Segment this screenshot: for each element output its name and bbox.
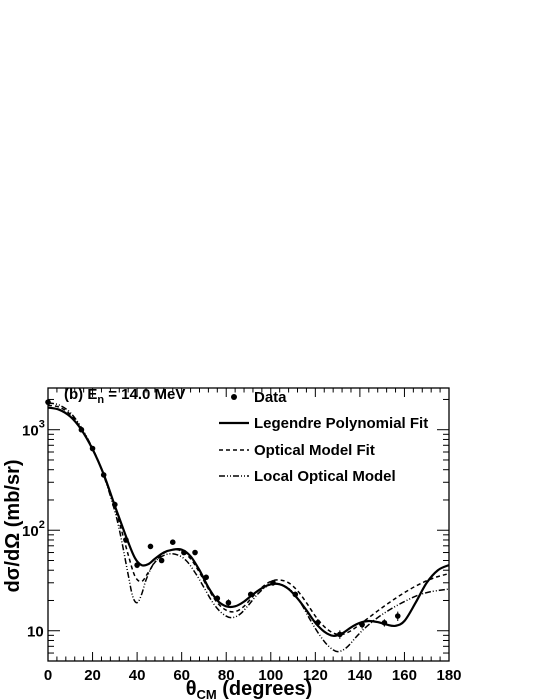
data-point <box>78 426 85 433</box>
x-tick-label: 40 <box>129 667 146 684</box>
legend-entry: Legendre Polynomial Fit <box>219 415 428 432</box>
data-point <box>134 562 140 569</box>
x-tick-label: 120 <box>303 667 328 684</box>
data-marker <box>394 613 401 619</box>
data-marker <box>270 579 276 586</box>
x-axis-label-sub: CM <box>197 687 217 699</box>
data-marker <box>134 562 140 568</box>
data-marker <box>292 591 299 598</box>
legend: Data Legendre Polynomial Fit Optical Model… <box>219 389 428 485</box>
legend-entry: Local Optical Model <box>219 468 396 485</box>
x-tick-label: 100 <box>258 667 283 684</box>
annotation-tail: = 14.0 MeV <box>104 386 185 403</box>
data-marker <box>381 619 388 626</box>
data-marker <box>203 574 209 581</box>
data-point <box>270 579 276 586</box>
x-tick-label: 160 <box>392 667 417 684</box>
legend-label: Legendre Polynomial Fit <box>254 415 428 432</box>
legend-label: Local Optical Model <box>254 468 396 485</box>
x-axis-label: θCM (degrees) <box>186 678 313 699</box>
data-point <box>112 501 118 508</box>
data-point <box>123 537 129 543</box>
data-marker <box>78 426 85 433</box>
data-marker <box>214 595 221 602</box>
legend-label: Data <box>254 389 287 406</box>
legend-marker <box>231 394 237 400</box>
data-point <box>214 595 221 602</box>
data-point <box>292 591 299 598</box>
series-line-optical-model-fit <box>48 404 449 636</box>
data-marker <box>247 591 254 598</box>
data-marker <box>158 557 165 564</box>
series-line-local-optical-model <box>48 402 449 653</box>
data-point <box>169 539 176 546</box>
data-point <box>158 557 165 564</box>
annotation-main: (b) E <box>64 386 97 403</box>
plot-points <box>45 399 401 639</box>
plot-frame <box>47 387 450 662</box>
series-line-legendre-polynomial-fit <box>48 406 449 637</box>
plot-lines <box>48 402 449 653</box>
x-tick-label: 180 <box>436 667 461 684</box>
data-point <box>359 621 365 629</box>
y-tick-label: 10 <box>27 624 44 641</box>
data-marker <box>359 621 365 628</box>
x-tick-label: 20 <box>84 667 101 684</box>
x-tick-label: 60 <box>173 667 190 684</box>
data-point <box>181 549 187 556</box>
data-marker <box>169 539 176 546</box>
data-point <box>337 630 343 639</box>
chart-annotation: (b) En = 14.0 MeV <box>64 386 185 406</box>
y-axis-label: dσ/dΩ (mb/sr) <box>2 459 24 592</box>
y-tick-label: 103 <box>22 419 45 440</box>
x-tick-label: 140 <box>347 667 372 684</box>
data-point <box>314 619 321 627</box>
data-point <box>247 591 254 598</box>
data-point <box>381 619 388 627</box>
data-marker <box>225 599 232 606</box>
annotation-sub: n <box>97 394 104 406</box>
data-marker <box>192 549 198 556</box>
legend-entry: Optical Model Fit <box>219 442 375 459</box>
data-marker <box>314 619 321 626</box>
data-marker <box>100 472 107 478</box>
y-tick-label: 102 <box>22 519 45 540</box>
data-point <box>203 574 209 581</box>
data-marker <box>337 631 343 638</box>
data-marker <box>89 445 96 452</box>
data-point <box>394 611 401 622</box>
data-marker <box>112 501 118 508</box>
data-point <box>100 472 107 478</box>
data-point <box>225 599 232 607</box>
x-tick-label: 80 <box>218 667 235 684</box>
data-point <box>147 543 154 550</box>
data-marker <box>181 549 187 556</box>
x-axis-label-main: θ <box>186 678 197 699</box>
data-point <box>89 445 96 452</box>
data-marker <box>147 543 154 550</box>
legend-label: Optical Model Fit <box>254 442 375 459</box>
data-point <box>192 549 198 556</box>
y-axis: 10 102 103 <box>22 398 449 662</box>
data-marker <box>123 537 129 543</box>
legend-entry: Data <box>231 389 287 406</box>
x-axis-label-tail: (degrees) <box>217 678 313 699</box>
x-tick-label: 0 <box>44 667 52 684</box>
x-axis: 0 20 40 60 80 100 120 140 160 180 <box>44 388 462 684</box>
